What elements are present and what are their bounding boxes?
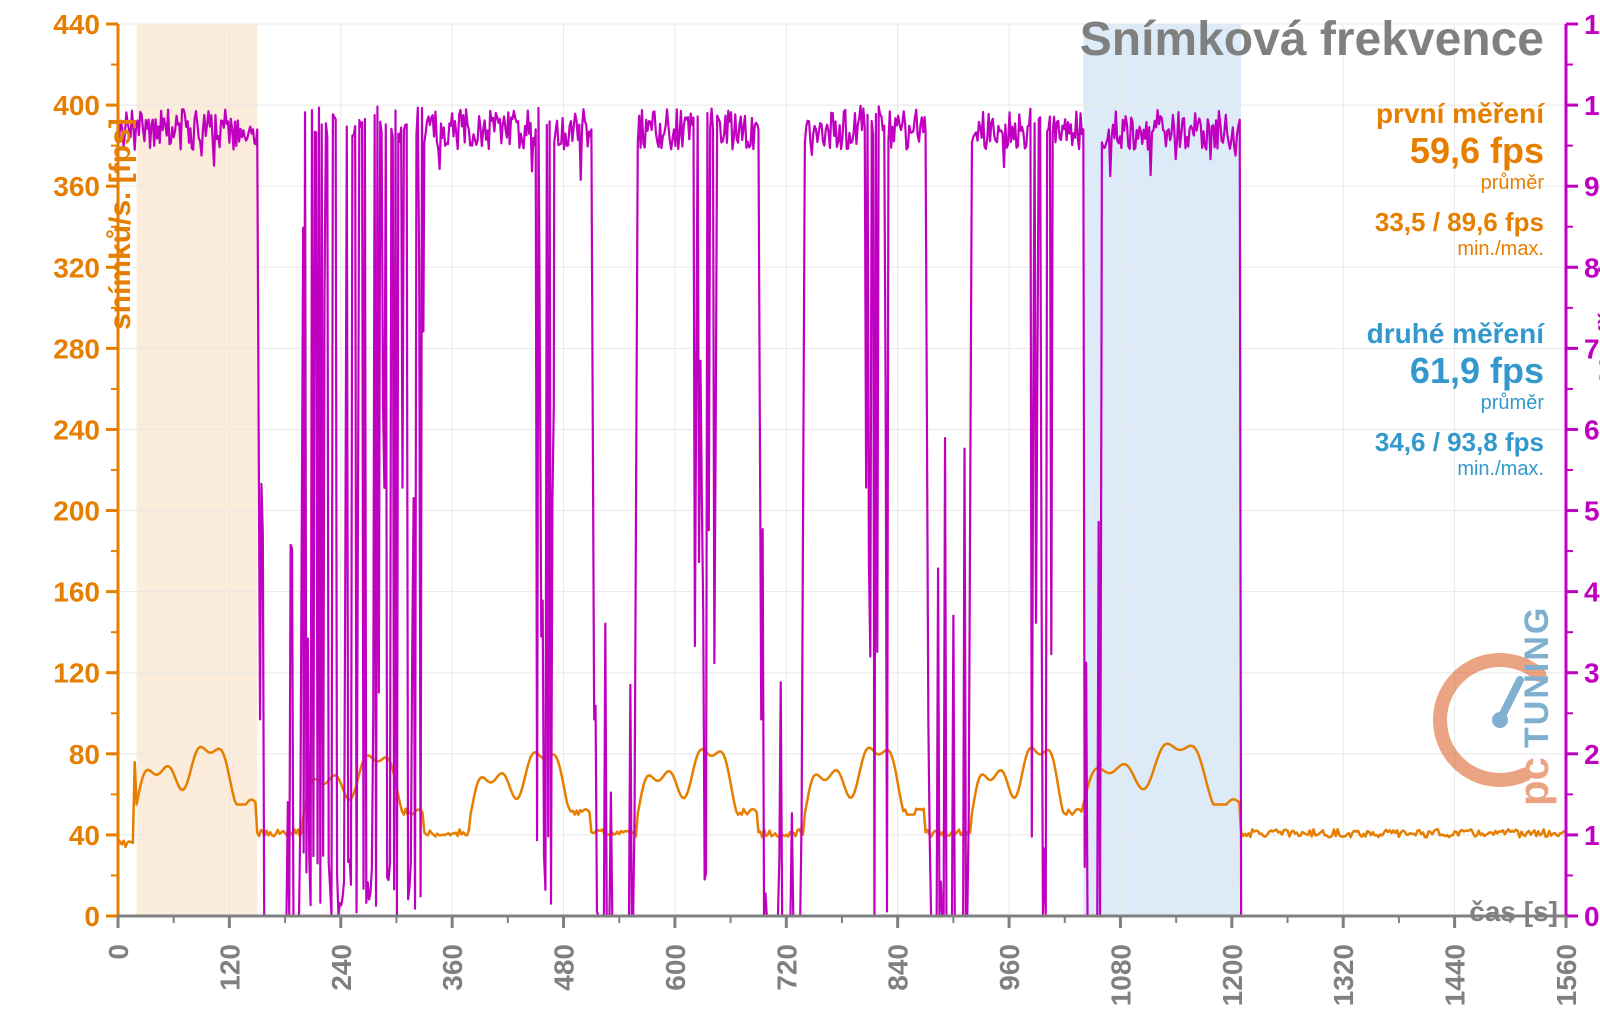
y-right-tick-label: 10 [1584, 820, 1600, 851]
svg-text:pc: pc [1510, 757, 1557, 806]
y-left-tick-label: 40 [69, 820, 100, 851]
y-right-tick-label: 30 [1584, 658, 1600, 689]
y-left-tick-label: 0 [84, 901, 100, 932]
y-left-tick-label: 400 [53, 90, 100, 121]
x-tick-label: 960 [994, 944, 1025, 991]
y-right-tick-label: 90 [1584, 171, 1600, 202]
stat1-range: 33,5 / 89,6 fps [1375, 207, 1544, 238]
stat1-range-sub: min./max. [1375, 238, 1544, 261]
stat1-label: první měření [1375, 98, 1544, 130]
stats-first-measurement: první měření 59,6 fps průměr 33,5 / 89,6… [1375, 98, 1544, 261]
y-right-tick-label: 60 [1584, 414, 1600, 445]
y-left-tick-label: 320 [53, 252, 100, 283]
x-tick-label: 1080 [1105, 944, 1136, 1006]
y-left-tick-label: 440 [53, 9, 100, 40]
x-tick-label: 120 [214, 944, 245, 991]
stat2-label: druhé měření [1367, 318, 1544, 350]
x-tick-label: 600 [660, 944, 691, 991]
y-left-tick-label: 240 [53, 414, 100, 445]
x-tick-label: 360 [437, 944, 468, 991]
stat2-avg: 61,9 fps [1367, 350, 1544, 392]
x-tick-label: 1200 [1217, 944, 1248, 1006]
chart-title: Snímková frekvence [1080, 12, 1544, 67]
highlight-region [137, 24, 258, 916]
y-axis-left-label: snímků/s. [fps] [104, 118, 138, 330]
x-tick-label: 1560 [1551, 944, 1582, 1006]
stats-second-measurement: druhé měření 61,9 fps průměr 34,6 / 93,8… [1367, 318, 1544, 481]
stat2-range-sub: min./max. [1367, 458, 1544, 481]
y-right-tick-label: 50 [1584, 496, 1600, 527]
x-axis-label: čas [s] [1469, 896, 1558, 928]
y-right-tick-label: 110 [1584, 9, 1600, 40]
y-left-tick-label: 360 [53, 171, 100, 202]
y-right-tick-label: 0 [1584, 901, 1600, 932]
y-axis-right-label: Vytížení GPU [%] [1594, 268, 1600, 380]
y-right-tick-label: 100 [1584, 90, 1600, 121]
x-tick-label: 0 [103, 944, 134, 960]
x-tick-label: 840 [883, 944, 914, 991]
y-left-tick-label: 80 [69, 739, 100, 770]
x-tick-label: 480 [549, 944, 580, 991]
x-tick-label: 720 [771, 944, 802, 991]
stat2-avg-sub: průměr [1367, 392, 1544, 415]
stat2-range: 34,6 / 93,8 fps [1367, 427, 1544, 458]
y-right-tick-label: 40 [1584, 577, 1600, 608]
stat1-avg-sub: průměr [1375, 172, 1544, 195]
x-tick-label: 1440 [1440, 944, 1471, 1006]
y-left-tick-label: 160 [53, 577, 100, 608]
x-tick-label: 1320 [1328, 944, 1359, 1006]
y-left-tick-label: 280 [53, 333, 100, 364]
y-left-tick-label: 120 [53, 658, 100, 689]
y-right-tick-label: 20 [1584, 739, 1600, 770]
x-tick-label: 240 [326, 944, 357, 991]
frametime-chart: pcTUNING04080120160200240280320360400440… [0, 0, 1600, 1009]
y-left-tick-label: 200 [53, 496, 100, 527]
stat1-avg: 59,6 fps [1375, 130, 1544, 172]
svg-text:TUNING: TUNING [1518, 606, 1556, 748]
highlight-region [1083, 24, 1241, 916]
